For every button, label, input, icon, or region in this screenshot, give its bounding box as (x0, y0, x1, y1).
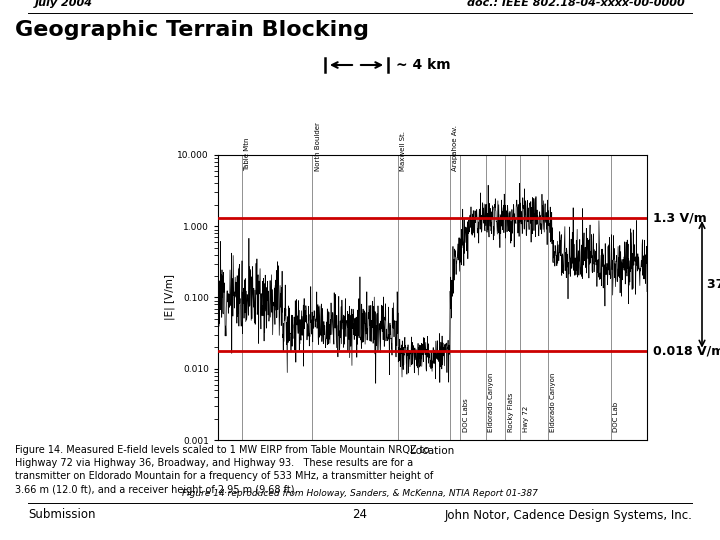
Text: Submission: Submission (28, 509, 96, 522)
Text: ~ 4 km: ~ 4 km (396, 58, 451, 72)
X-axis label: Location: Location (410, 446, 454, 456)
Text: Table Mtn: Table Mtn (244, 137, 250, 171)
Text: 0.018 V/m: 0.018 V/m (653, 344, 720, 357)
Text: John Notor, Cadence Design Systems, Inc.: John Notor, Cadence Design Systems, Inc. (444, 509, 692, 522)
Text: 1.3 V/m: 1.3 V/m (653, 212, 707, 225)
Text: North Boulder: North Boulder (315, 122, 320, 171)
Text: Figure 14. Measured E-field levels scaled to 1 MW EIRP from Table Mountain NRQZ : Figure 14. Measured E-field levels scale… (15, 445, 433, 495)
Text: Geographic Terrain Blocking: Geographic Terrain Blocking (15, 20, 369, 40)
Text: 37 dB: 37 dB (707, 278, 720, 291)
Text: Hwy 72: Hwy 72 (523, 406, 528, 432)
Text: Arapahoe Av.: Arapahoe Av. (452, 125, 458, 171)
Text: Maxwell St.: Maxwell St. (400, 131, 406, 171)
Y-axis label: |E| [V/m]: |E| [V/m] (164, 274, 174, 321)
Text: DOC Labs: DOC Labs (462, 398, 469, 432)
Text: July 2004: July 2004 (35, 0, 93, 8)
Text: Rocky Flats: Rocky Flats (508, 393, 513, 432)
Text: Eldorado Canyon: Eldorado Canyon (488, 373, 494, 432)
Text: 24: 24 (353, 509, 367, 522)
Text: DOC Lab: DOC Lab (613, 402, 618, 432)
Text: Eldorado Canyon: Eldorado Canyon (551, 373, 557, 432)
Text: doc.: IEEE 802.18-04-xxxx-00-0000: doc.: IEEE 802.18-04-xxxx-00-0000 (467, 0, 685, 8)
Text: Figure 14 reproduced from Holoway, Sanders, & McKenna, NTIA Report 01-387: Figure 14 reproduced from Holoway, Sande… (182, 489, 538, 498)
